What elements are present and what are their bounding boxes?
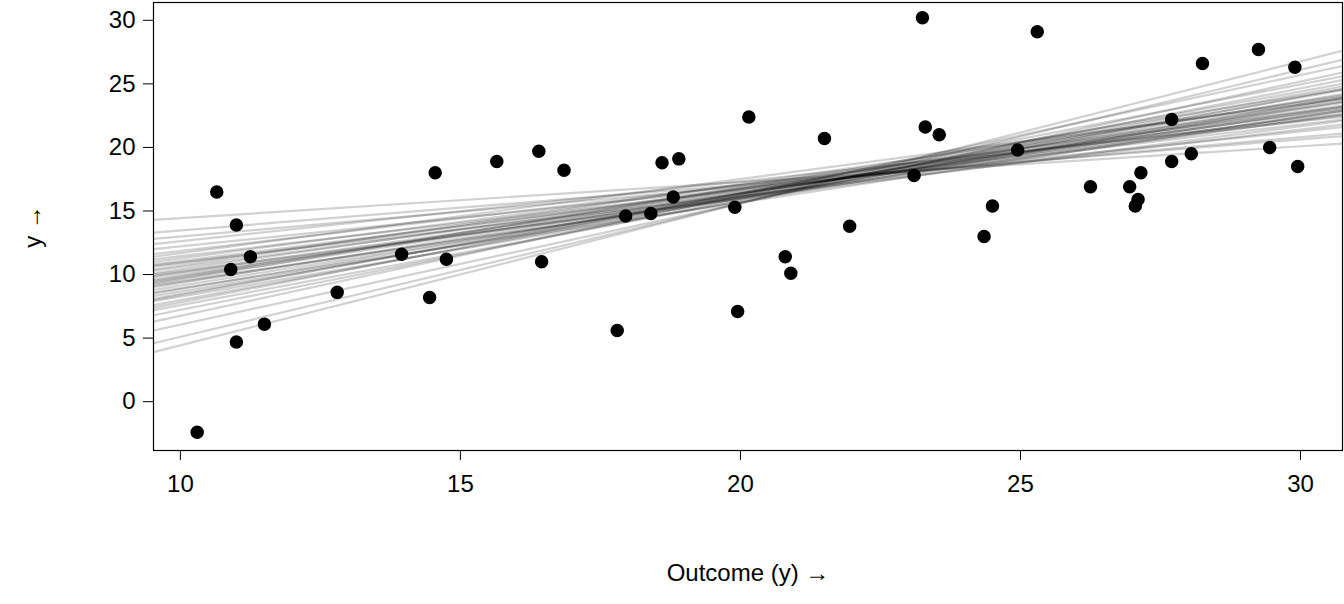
svg-text:25: 25 (109, 70, 136, 97)
svg-text:10: 10 (109, 260, 136, 287)
svg-text:15: 15 (109, 197, 136, 224)
svg-text:20: 20 (727, 470, 754, 497)
svg-text:0: 0 (122, 387, 135, 414)
svg-text:Outcome (y) →: Outcome (y) → (667, 559, 830, 586)
svg-text:20: 20 (109, 133, 136, 160)
svg-text:15: 15 (447, 470, 474, 497)
svg-text:30: 30 (109, 6, 136, 33)
svg-text:25: 25 (1007, 470, 1034, 497)
svg-text:5: 5 (122, 324, 135, 351)
svg-text:y →: y → (19, 205, 46, 248)
svg-text:30: 30 (1287, 470, 1314, 497)
svg-text:10: 10 (167, 470, 194, 497)
